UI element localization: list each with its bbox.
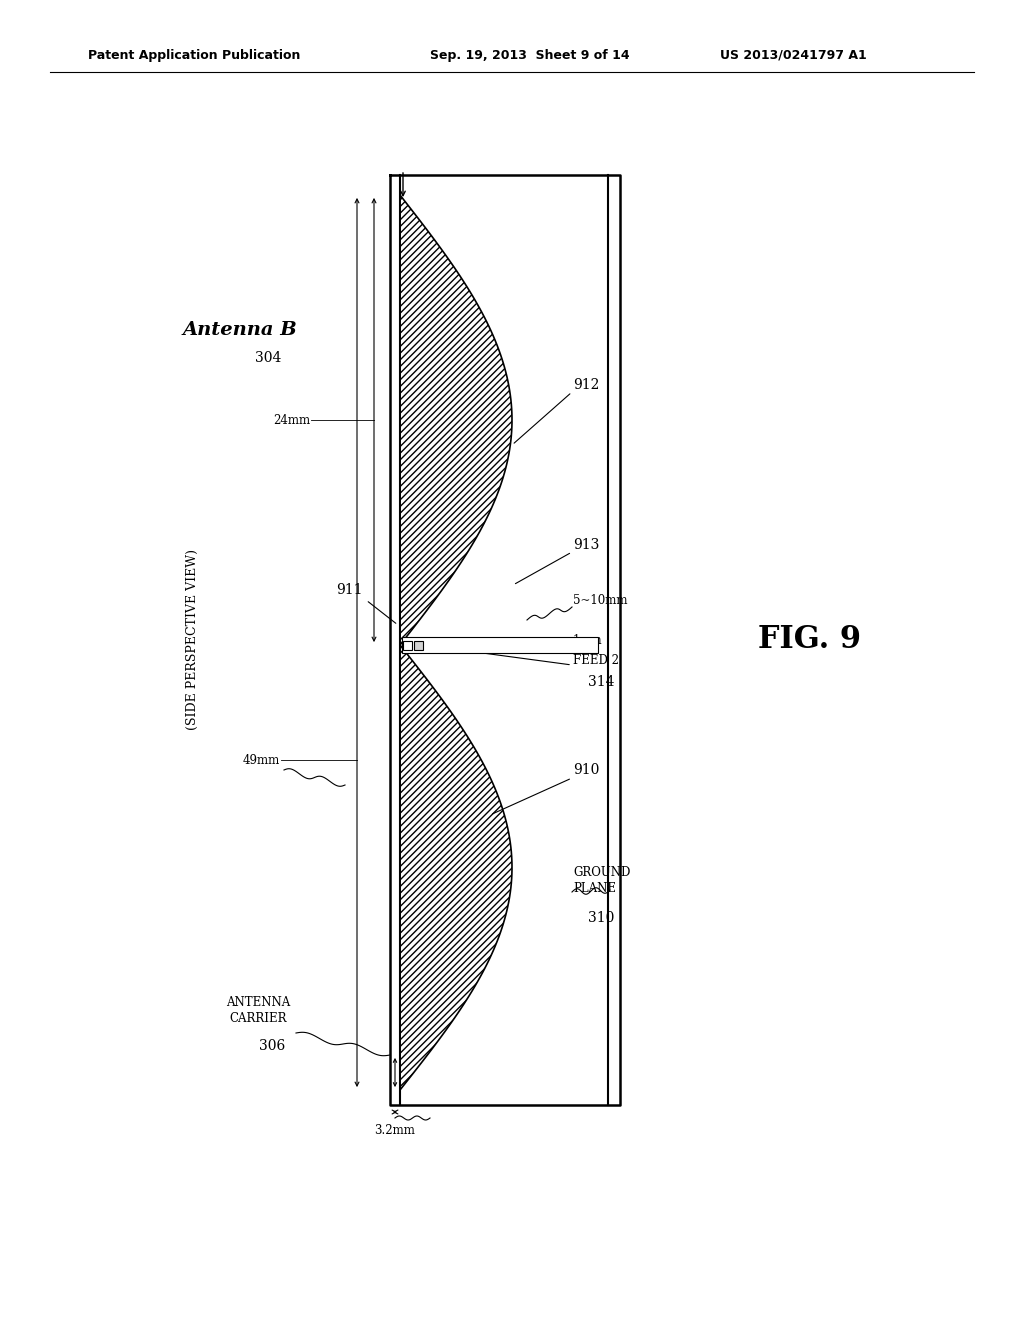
Text: GROUND
PLANE: GROUND PLANE (573, 866, 631, 895)
Text: 310: 310 (588, 911, 614, 925)
Text: Patent Application Publication: Patent Application Publication (88, 49, 300, 62)
Text: Sep. 19, 2013  Sheet 9 of 14: Sep. 19, 2013 Sheet 9 of 14 (430, 49, 630, 62)
Text: 5~10mm: 5~10mm (573, 594, 628, 606)
Text: FIG. 9: FIG. 9 (759, 624, 861, 656)
Text: ANTENNA
CARRIER: ANTENNA CARRIER (226, 995, 290, 1024)
Bar (414, 640, 423, 649)
Polygon shape (400, 195, 512, 1090)
Text: 49mm: 49mm (243, 754, 280, 767)
Text: FEED 2: FEED 2 (573, 653, 618, 667)
Text: 314: 314 (588, 675, 614, 689)
Text: 913: 913 (573, 539, 599, 552)
Text: 306: 306 (259, 1039, 285, 1053)
Text: 24mm: 24mm (272, 413, 310, 426)
Text: 304: 304 (255, 351, 282, 366)
Text: US 2013/0241797 A1: US 2013/0241797 A1 (720, 49, 866, 62)
Text: 911: 911 (337, 583, 362, 597)
Text: 912: 912 (573, 378, 599, 392)
Text: 3.2mm: 3.2mm (375, 1123, 416, 1137)
Text: 910: 910 (573, 763, 599, 777)
Text: (SIDE PERSPECTIVE VIEW): (SIDE PERSPECTIVE VIEW) (185, 549, 199, 730)
Text: Antenna B: Antenna B (182, 321, 297, 339)
Bar (403, 640, 412, 649)
Bar (402, 638, 598, 653)
Text: 1mm: 1mm (573, 634, 603, 647)
